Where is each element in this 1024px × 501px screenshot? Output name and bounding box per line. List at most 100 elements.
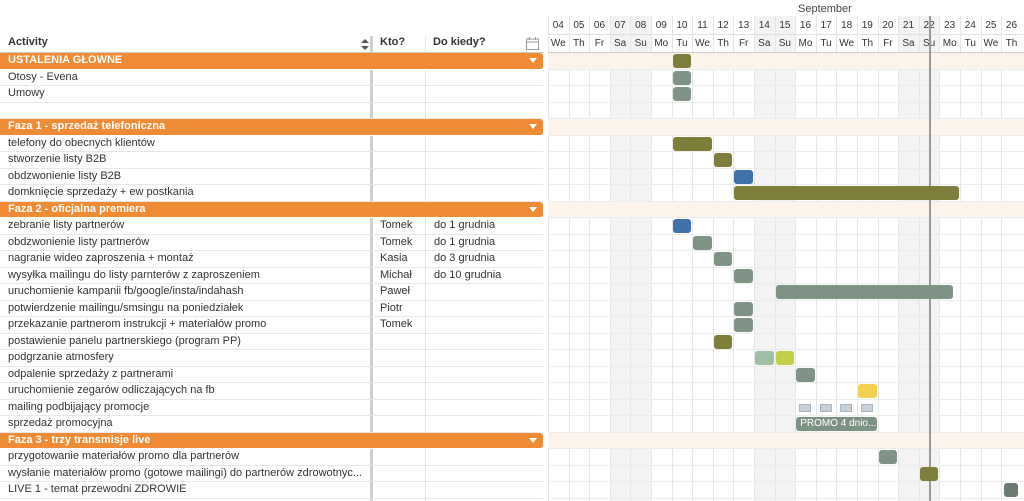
- day-gridline: [857, 16, 858, 501]
- mail-icon[interactable]: [840, 403, 853, 412]
- chevron-down-icon[interactable]: [529, 58, 537, 63]
- group-row[interactable]: Faza 1 - sprzedaż telefoniczna: [0, 119, 543, 136]
- group-row[interactable]: USTALENIA GŁÓWNE: [0, 53, 543, 70]
- sort-icon[interactable]: [361, 39, 369, 50]
- day-name: Mo: [654, 38, 669, 49]
- gantt-row: [548, 136, 1024, 152]
- day-gridline: [754, 16, 755, 501]
- table-row[interactable]: postawienie panelu partnerskiego (progra…: [0, 334, 543, 350]
- day-number: 10: [676, 20, 688, 31]
- mail-icon[interactable]: [799, 403, 812, 412]
- day-gridline: [1001, 16, 1003, 501]
- day-name: Sa: [902, 38, 915, 49]
- activity-label: postawienie panelu partnerskiego (progra…: [8, 334, 241, 347]
- table-row[interactable]: obdzwonienie listy B2B: [0, 169, 543, 185]
- day-gridline: [733, 16, 735, 501]
- gantt-bar[interactable]: [672, 70, 692, 85]
- gantt-row: [548, 449, 1024, 466]
- mail-icon[interactable]: [861, 403, 873, 412]
- table-row[interactable]: wysłanie materiałów promo (gotowe mailin…: [0, 466, 543, 482]
- table-row[interactable]: zebranie listy partnerów Tomek do 1 grudni…: [0, 218, 543, 235]
- gantt-row: [548, 367, 1024, 383]
- table-row[interactable]: wysyłka mailingu do listy parnterów z za…: [0, 268, 543, 284]
- gantt-bar[interactable]: [775, 285, 953, 299]
- day-number: 12: [717, 20, 729, 31]
- day-gridline: [939, 16, 941, 501]
- chevron-down-icon[interactable]: [529, 124, 537, 129]
- table-row[interactable]: potwierdzenie mailingu/smsingu na ponied…: [0, 301, 543, 317]
- day-gridline: [712, 16, 714, 501]
- gantt-bar[interactable]: [858, 384, 877, 398]
- gantt-bar[interactable]: [734, 318, 753, 332]
- gantt-bar[interactable]: [734, 268, 753, 283]
- group-row[interactable]: Faza 3 - trzy transmisje live: [0, 432, 543, 449]
- column-header-who[interactable]: Kto?: [380, 36, 406, 48]
- chevron-down-icon[interactable]: [529, 206, 537, 212]
- gantt-bar[interactable]: [734, 186, 959, 200]
- column-header-when[interactable]: Do kiedy?: [433, 36, 486, 48]
- gantt-bar[interactable]: [713, 252, 733, 266]
- chevron-down-icon[interactable]: [529, 437, 537, 443]
- table-row[interactable]: uruchomienie zegarów odliczających na fb: [0, 383, 543, 400]
- table-row[interactable]: podgrzanie atmosfery: [0, 350, 543, 367]
- gantt-bar[interactable]: [672, 219, 692, 233]
- gantt-bar[interactable]: [878, 450, 898, 464]
- day-number: 05: [573, 20, 585, 31]
- header-divider: [0, 52, 543, 53]
- gantt-bar[interactable]: [672, 54, 692, 68]
- day-gridline: [609, 16, 611, 501]
- table-row[interactable]: uruchomienie kampanii fb/google/insta/in…: [0, 284, 543, 301]
- day-name: Sa: [758, 38, 771, 49]
- mail-icon[interactable]: [819, 403, 832, 412]
- day-name: Th: [1005, 38, 1018, 49]
- avatar-icon[interactable]: [1004, 483, 1019, 497]
- gantt-bar[interactable]: [919, 466, 939, 481]
- activity-label: odpalenie sprzedaży z partnerami: [8, 367, 174, 380]
- table-row[interactable]: przygotowanie materiałów promo dla partn…: [0, 449, 543, 466]
- table-row[interactable]: telefony do obecnych klientów: [0, 136, 543, 152]
- table-row[interactable]: [0, 103, 543, 119]
- column-header-activity[interactable]: Activity: [8, 36, 48, 48]
- calendar-icon[interactable]: [526, 37, 539, 50]
- gantt-bar[interactable]: [775, 351, 795, 365]
- activity-label: telefony do obecnych klientów: [8, 136, 155, 149]
- day-gridline: [692, 16, 694, 501]
- gantt-bar[interactable]: [734, 301, 753, 316]
- gantt-bar[interactable]: [713, 153, 733, 167]
- gantt-row: [548, 284, 1024, 301]
- table-row[interactable]: Umowy: [0, 86, 543, 103]
- group-row[interactable]: Faza 2 - oficjalna premiera: [0, 201, 543, 218]
- table-row[interactable]: nagranie wideo zaproszenia + montaż Kasia…: [0, 251, 543, 268]
- table-row[interactable]: przekazanie partnerom instrukcji + mater…: [0, 317, 543, 334]
- gantt-bar[interactable]: [693, 235, 712, 250]
- today-marker: [928, 16, 931, 501]
- day-gridline: [774, 16, 776, 501]
- table-row[interactable]: stworzenie listy B2B: [0, 152, 543, 169]
- gantt-bar[interactable]: [672, 87, 692, 101]
- day-name: Su: [778, 38, 791, 49]
- gantt-bar[interactable]: [734, 169, 753, 184]
- day-name: Fr: [738, 38, 749, 49]
- table-row[interactable]: sprzedaż promocyjna: [0, 416, 543, 433]
- day-number: 13: [738, 20, 750, 31]
- gantt-row: [548, 86, 1024, 103]
- table-row[interactable]: Otosy - Evena: [0, 70, 543, 86]
- table-row[interactable]: odpalenie sprzedaży z partnerami: [0, 367, 543, 383]
- gantt-row: [548, 201, 1024, 218]
- table-row[interactable]: LIVE 1 - temat przewodni ZDROWIE: [0, 482, 543, 499]
- day-number: 25: [985, 20, 997, 31]
- day-gridline: [630, 16, 632, 501]
- gantt-bar[interactable]: [796, 367, 815, 382]
- day-number: 15: [779, 20, 791, 31]
- gantt-bar[interactable]: [713, 334, 733, 349]
- gantt-bar[interactable]: [672, 136, 712, 151]
- table-row[interactable]: mailing podbijający promocje: [0, 400, 543, 416]
- gantt-bar[interactable]: [755, 351, 774, 365]
- promo-bar[interactable]: PROMO 4 dnio...: [796, 417, 877, 431]
- activity-label: przekazanie partnerom instrukcji + mater…: [8, 318, 267, 330]
- day-number: 14: [758, 20, 770, 31]
- table-row[interactable]: domknięcie sprzedaży + ew postkania: [0, 185, 543, 202]
- table-row[interactable]: obdzwonienie listy partnerów Tomek do 1 gr…: [0, 235, 543, 251]
- activity-label: uruchomienie kampanii fb/google/insta/in…: [8, 285, 244, 297]
- gantt-row: [548, 152, 1024, 169]
